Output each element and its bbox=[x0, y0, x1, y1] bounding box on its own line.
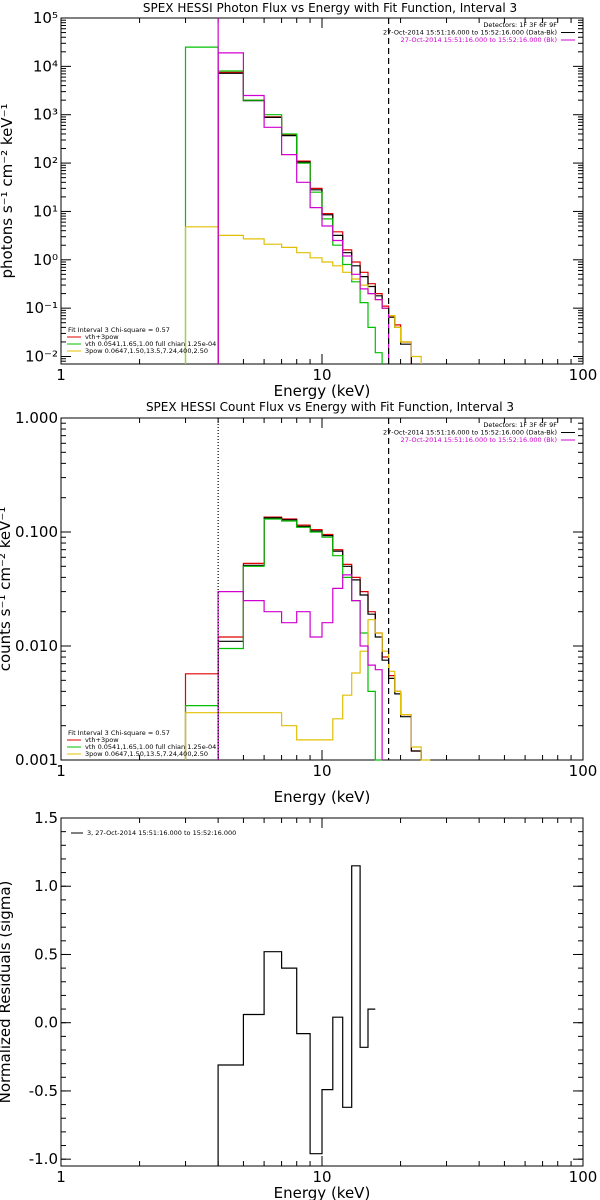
residuals-legend: 3, 27-Oct-2014 15:51:16.000 to 15:52:16.… bbox=[71, 829, 236, 837]
count-flux-legend-top-entry: 27-Oct-2014 15:51:16.000 to 15:52:16.000… bbox=[401, 436, 557, 444]
count-flux-series-4-step-line bbox=[217, 574, 383, 760]
photon-flux-y-tick-label: 10⁻¹ bbox=[25, 299, 58, 317]
residuals-axis-ticks: 1 10 100 -1.0 -0.5 0.0 0.5 1.0 1.5 bbox=[29, 809, 598, 1186]
photon-flux-y-tick-label: 10⁰ bbox=[33, 251, 58, 269]
photon-flux-y-tick-label: 10⁵ bbox=[33, 9, 58, 27]
count-flux-x-tick-label: 10 bbox=[312, 762, 331, 780]
count-flux-title: SPEX HESSI Count Flux vs Energy with Fit… bbox=[146, 400, 514, 414]
count-flux-x-tick-label: 1 bbox=[56, 762, 66, 780]
photon-flux-x-tick-label: 10 bbox=[312, 366, 331, 384]
residuals-series-0-step-line bbox=[217, 865, 376, 1166]
photon-flux-legend-entry: Fit Interval 3 Chi-square = 0.57 bbox=[68, 326, 170, 334]
count-flux-series-1-step-line bbox=[217, 517, 422, 760]
photon-flux-x-tick-label: 1 bbox=[56, 366, 66, 384]
count-flux-panel: SPEX HESSI Count Flux vs Energy with Fit… bbox=[0, 400, 597, 806]
photon-flux-series-0-step-line bbox=[217, 71, 412, 364]
photon-flux-y-label: photons s⁻¹ cm⁻² keV⁻¹ bbox=[0, 104, 16, 279]
count-flux-legend-entry: Fit Interval 3 Chi-square = 0.57 bbox=[68, 729, 170, 737]
photon-flux-y-tick-label: 10¹ bbox=[33, 202, 58, 220]
count-flux-y-tick-label: 1.000 bbox=[15, 409, 58, 427]
photon-flux-y-tick-label: 10³ bbox=[33, 106, 58, 124]
count-flux-legend-entry: vth 0.0541,1.65,1.00 full chian 1.25e-04 bbox=[85, 743, 216, 751]
count-flux-legend-top-entry: Detectors: 1F 3F 6F 9F bbox=[483, 421, 557, 429]
photon-flux-x-tick-label: 100 bbox=[569, 366, 598, 384]
residuals-y-tick-label: 0.5 bbox=[34, 945, 58, 963]
residuals-y-tick-label: 0.0 bbox=[34, 1014, 58, 1032]
count-flux-legend-entry: vth+3pow bbox=[85, 736, 119, 744]
count-flux-y-tick-label: 0.001 bbox=[15, 751, 58, 769]
photon-flux-legend-entry: vth+3pow bbox=[85, 333, 119, 341]
count-flux-x-tick-label: 100 bbox=[569, 762, 598, 780]
photon-flux-legend-top-entry: 27-Oct-2014 15:51:16.000 to 15:52:16.000… bbox=[401, 36, 557, 44]
photon-flux-marker-lines bbox=[217, 18, 390, 364]
count-flux-legend-entry: 3pow 0.0647,1.50,13.5,7.24,400,2.50 bbox=[85, 750, 208, 758]
photon-flux-legend-entry: 3pow 0.0647,1.50,13.5,7.24,400,2.50 bbox=[85, 347, 208, 355]
count-flux-plot-frame bbox=[60, 417, 584, 761]
residuals-panel: 1 10 100 -1.0 -0.5 0.0 0.5 1.0 1.5 3, 27-Oct-201… bbox=[0, 809, 597, 1200]
photon-flux-x-label: Energy (keV) bbox=[274, 382, 371, 400]
photon-flux-title: SPEX HESSI Photon Flux vs Energy with Fi… bbox=[143, 1, 517, 15]
residuals-y-tick-label: -0.5 bbox=[29, 1082, 58, 1100]
photon-flux-series bbox=[184, 46, 422, 364]
photon-flux-series-2-step-line bbox=[184, 46, 383, 364]
residuals-series bbox=[217, 865, 376, 1166]
residuals-y-tick-label: 1.5 bbox=[34, 809, 58, 827]
residuals-y-label: Normalized Residuals (sigma) bbox=[0, 881, 14, 1104]
photon-flux-series-4-step-line bbox=[217, 52, 390, 364]
residuals-x-label: Energy (keV) bbox=[274, 1184, 371, 1200]
count-flux-marker-lines bbox=[217, 418, 390, 760]
photon-flux-series-1-step-line bbox=[217, 72, 412, 364]
count-flux-series bbox=[184, 516, 431, 761]
residuals-x-tick-label: 100 bbox=[569, 1168, 598, 1186]
photon-flux-legend-entry: vth 0.0541,1.65,1.00 full chian 1.25e-04 bbox=[85, 340, 216, 348]
residuals-x-tick-label: 10 bbox=[312, 1168, 331, 1186]
residuals-x-tick-label: 1 bbox=[56, 1168, 66, 1186]
count-flux-x-label: Energy (keV) bbox=[274, 788, 371, 806]
count-flux-legend-top-entry: 27-Oct-2014 15:51:16.000 to 15:52:16.000… bbox=[383, 429, 557, 437]
photon-flux-y-tick-label: 10² bbox=[33, 154, 58, 172]
count-flux-y-tick-label: 0.100 bbox=[15, 523, 58, 541]
photon-flux-series-3-step-line bbox=[184, 226, 422, 364]
residuals-y-tick-label: 1.0 bbox=[34, 877, 58, 895]
photon-flux-panel: SPEX HESSI Photon Flux vs Energy with Fi… bbox=[0, 1, 597, 400]
photon-flux-axis-ticks: 1 10 100 10⁻² 10⁻¹ 10⁰ 10¹ 10² 10³ 10⁴ 10⁵ bbox=[25, 9, 597, 384]
count-flux-series-2-step-line bbox=[184, 518, 383, 761]
count-flux-series-0-step-line bbox=[184, 516, 422, 760]
photon-flux-legend-top-entry: 27-Oct-2014 15:51:16.000 to 15:52:16.000… bbox=[383, 29, 557, 37]
photon-flux-y-tick-label: 10⁴ bbox=[33, 57, 58, 75]
count-flux-series-3-step-line bbox=[184, 619, 431, 761]
count-flux-y-label: counts s⁻¹ cm⁻² keV⁻¹ bbox=[0, 507, 14, 672]
residuals-legend-entry: 3, 27-Oct-2014 15:51:16.000 to 15:52:16.… bbox=[87, 829, 236, 837]
photon-flux-legend-top-entry: Detectors: 1F 3F 6F 9F bbox=[483, 21, 557, 29]
residuals-y-tick-label: -1.0 bbox=[29, 1150, 58, 1168]
count-flux-y-tick-label: 0.010 bbox=[15, 637, 58, 655]
photon-flux-y-tick-label: 10⁻² bbox=[25, 348, 58, 366]
count-flux-axis-ticks: 1 10 100 0.001 0.010 0.100 1.000 bbox=[15, 409, 597, 780]
